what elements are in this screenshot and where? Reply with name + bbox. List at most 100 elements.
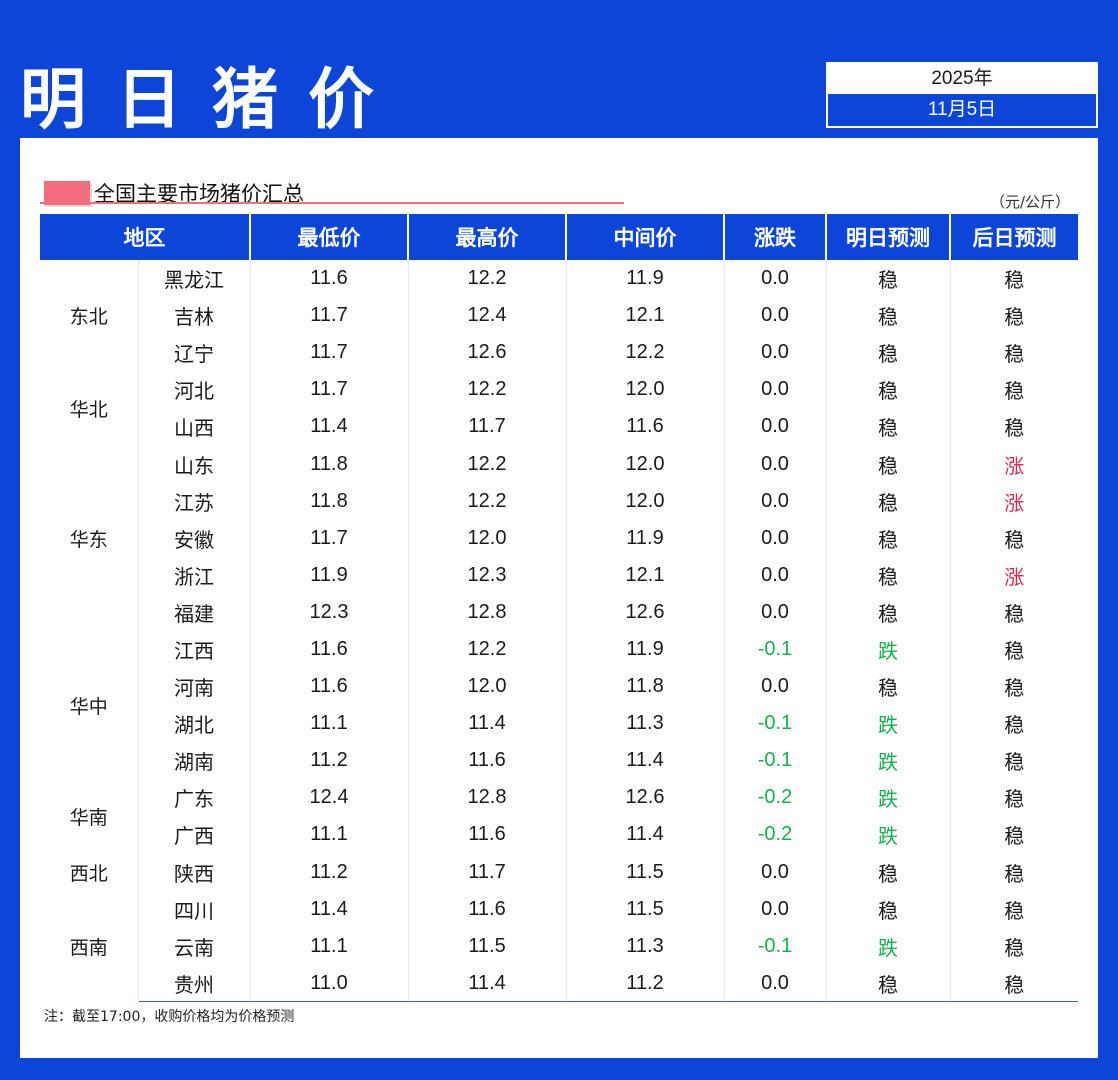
change-cell: -0.1 — [724, 630, 827, 669]
low-price-cell: 11.9 — [250, 556, 409, 594]
unit-label: （元/公斤） — [989, 193, 1070, 211]
mid-price-cell: 11.5 — [566, 853, 725, 891]
forecast-day-after-cell: 涨 — [1004, 490, 1025, 515]
province-cell: 山东 — [138, 445, 251, 483]
forecast-tomorrow-cell: 稳 — [826, 964, 951, 1003]
table-row: 辽宁 11.7 12.6 12.2 0.0 稳稳 — [40, 334, 1078, 372]
table-row: 西南 四川 11.4 11.6 11.5 0.0 稳稳 — [40, 890, 1078, 1002]
low-price-cell: 11.1 — [250, 705, 409, 743]
province-cell: 山西 — [138, 408, 251, 446]
province-cell: 湖南 — [138, 742, 251, 780]
forecast-tomorrow-cell: 跌 — [826, 927, 951, 965]
forecast-tomorrow-cell: 跌 — [826, 630, 951, 669]
mid-price-cell: 12.2 — [566, 334, 725, 372]
low-price-cell: 11.2 — [250, 853, 409, 891]
low-price-cell: 11.1 — [250, 816, 409, 854]
date-box: 2025年 11月5日 — [826, 62, 1098, 128]
forecast-day-after-cell: 稳 — [950, 964, 1078, 1003]
mid-price-cell: 12.1 — [566, 556, 725, 594]
province-cell: 辽宁 — [138, 334, 251, 372]
change-cell: 0.0 — [724, 408, 827, 446]
change-cell: -0.1 — [724, 927, 827, 965]
low-price-cell: 11.7 — [250, 297, 409, 335]
table-row: 华东 山东 11.8 12.2 12.0 0.0 稳涨 — [40, 445, 1078, 631]
region-cell: 西南 — [40, 890, 139, 1002]
province-cell: 河北 — [138, 371, 251, 409]
province-cell: 陕西 — [138, 853, 251, 891]
high-price-cell: 11.6 — [408, 816, 567, 854]
low-price-cell: 11.7 — [250, 371, 409, 409]
high-price-cell: 12.2 — [408, 630, 567, 669]
change-cell: 0.0 — [724, 668, 827, 706]
mid-price-cell: 11.5 — [566, 890, 725, 928]
change-cell: 0.0 — [724, 556, 827, 594]
forecast-tomorrow-cell: 稳 — [826, 593, 951, 631]
forecast-day-after-cell: 稳 — [1004, 935, 1025, 960]
forecast-tomorrow-cell: 稳 — [826, 445, 951, 483]
forecast-tomorrow-cell: 稳 — [826, 260, 951, 298]
page-title: 明日猪价 — [20, 61, 404, 138]
forecast-day-after-cell: 稳 — [1004, 861, 1025, 886]
change-cell: -0.2 — [724, 779, 827, 817]
forecast-tomorrow-cell: 稳 — [826, 668, 951, 706]
high-price-cell: 12.4 — [408, 297, 567, 335]
forecast-tomorrow-cell: 稳 — [826, 519, 951, 557]
mid-price-cell: 12.0 — [566, 371, 725, 409]
low-price-cell: 11.2 — [250, 742, 409, 780]
high-price-cell: 12.2 — [408, 260, 567, 298]
table-header-row: 地区 最低价 最高价 中间价 涨跌 明日预测 后日预测 — [40, 214, 1078, 260]
low-price-cell: 11.6 — [250, 630, 409, 669]
province-cell: 黑龙江 — [138, 260, 251, 298]
table-row: 河南 11.6 12.0 11.8 0.0 稳稳 — [40, 668, 1078, 706]
forecast-day-after-cell: 稳 — [1004, 750, 1025, 775]
mid-price-cell: 11.6 — [566, 408, 725, 446]
table-row: 云南 11.1 11.5 11.3 -0.1 跌 稳 — [40, 927, 1078, 965]
high-price-cell: 11.5 — [408, 927, 567, 965]
forecast-day-after-cell: 稳 — [1004, 416, 1025, 441]
high-price-cell: 12.8 — [408, 779, 567, 817]
low-price-cell: 11.8 — [250, 445, 409, 483]
forecast-tomorrow-cell: 跌 — [826, 742, 951, 780]
forecast-tomorrow-cell: 稳 — [826, 556, 951, 594]
change-cell: 0.0 — [724, 853, 827, 891]
section-underline — [40, 202, 624, 204]
province-cell: 安徽 — [138, 519, 251, 557]
mid-price-cell: 11.3 — [566, 927, 725, 965]
low-price-cell: 11.6 — [250, 668, 409, 706]
table-row: 吉林 11.7 12.4 12.1 0.0 稳稳 — [40, 297, 1078, 335]
low-price-cell: 11.7 — [250, 519, 409, 557]
forecast-tomorrow-cell: 跌 — [826, 816, 951, 854]
mid-price-cell: 12.1 — [566, 297, 725, 335]
low-price-cell: 11.8 — [250, 482, 409, 520]
high-price-cell: 12.8 — [408, 593, 567, 631]
forecast-day-after-cell: 涨 — [1004, 564, 1025, 589]
table-row: 福建 12.3 12.8 12.6 0.0 稳稳 — [40, 593, 1078, 631]
province-cell: 广东 — [138, 779, 251, 817]
price-table: 地区 最低价 最高价 中间价 涨跌 明日预测 后日预测 东北 黑龙江 11.6 12.… — [40, 214, 1078, 1003]
change-cell: 0.0 — [724, 482, 827, 520]
high-price-cell: 12.0 — [408, 519, 567, 557]
forecast-day-after-cell: 稳 — [1004, 676, 1025, 701]
forecast-tomorrow-cell: 稳 — [826, 890, 951, 928]
table-row: 华南 广东 12.4 12.8 12.6 -0.2 跌稳 — [40, 779, 1078, 854]
table-row: 华中 江西 11.6 12.2 11.9 -0.1 跌稳 — [40, 630, 1078, 780]
province-cell: 云南 — [138, 927, 251, 965]
table-row: 浙江 11.9 12.3 12.1 0.0 稳 涨 — [40, 556, 1078, 594]
change-cell: -0.1 — [724, 705, 827, 743]
forecast-tomorrow-cell: 稳 — [826, 482, 951, 520]
low-price-cell: 11.4 — [250, 408, 409, 446]
province-cell: 河南 — [138, 668, 251, 706]
forecast-day-after-cell: 涨 — [1004, 453, 1025, 478]
low-price-cell: 11.1 — [250, 927, 409, 965]
table-row: 湖南 11.2 11.6 11.4 -0.1 跌 稳 — [40, 742, 1078, 780]
table-row: 湖北 11.1 11.4 11.3 -0.1 跌 稳 — [40, 705, 1078, 743]
header-low: 最低价 — [250, 214, 409, 260]
section-marker — [44, 181, 90, 205]
forecast-day-after-cell: 稳 — [1004, 305, 1025, 330]
table-row: 江苏 11.8 12.2 12.0 0.0 稳 涨 — [40, 482, 1078, 520]
forecast-tomorrow-cell: 跌 — [826, 779, 951, 817]
table-row: 华北 河北 11.7 12.2 12.0 0.0 稳稳 — [40, 371, 1078, 446]
table-row: 安徽 11.7 12.0 11.9 0.0 稳稳 — [40, 519, 1078, 557]
change-cell: 0.0 — [724, 890, 827, 928]
forecast-day-after-cell: 稳 — [1004, 379, 1025, 404]
